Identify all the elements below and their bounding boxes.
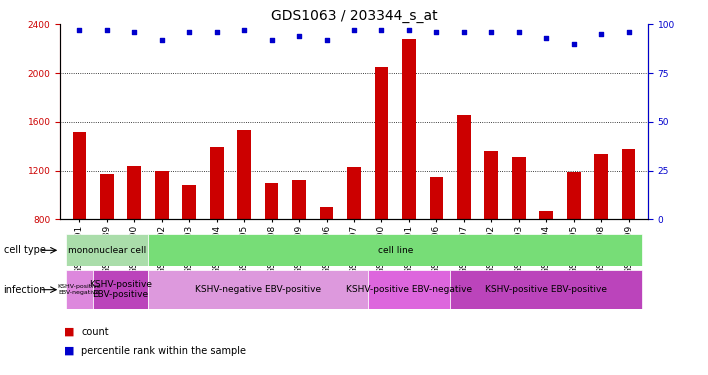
- Point: [568, 41, 579, 47]
- Bar: [367, 270, 450, 309]
- Point: [321, 37, 332, 43]
- Text: ■: ■: [64, 327, 74, 337]
- Text: ■: ■: [64, 346, 74, 355]
- Text: KSHV-positive EBV-negative: KSHV-positive EBV-negative: [346, 285, 472, 294]
- Point: [74, 27, 85, 33]
- Point: [156, 37, 168, 43]
- Text: GDS1063 / 203344_s_at: GDS1063 / 203344_s_at: [270, 9, 438, 23]
- Point: [293, 33, 304, 39]
- Text: cell type: cell type: [4, 245, 45, 255]
- Text: KSHV-positive
EBV-negative: KSHV-positive EBV-negative: [57, 284, 101, 295]
- Point: [266, 37, 278, 43]
- Text: KSHV-positive EBV-positive: KSHV-positive EBV-positive: [485, 285, 607, 294]
- Bar: [457, 115, 471, 219]
- Bar: [148, 270, 367, 309]
- Point: [430, 29, 442, 35]
- Bar: [567, 172, 581, 219]
- Point: [595, 31, 607, 37]
- Bar: [622, 149, 636, 219]
- Bar: [375, 67, 388, 219]
- Point: [513, 29, 525, 35]
- Bar: [539, 211, 553, 219]
- Text: percentile rank within the sample: percentile rank within the sample: [81, 346, 246, 355]
- Text: KSHV-negative EBV-positive: KSHV-negative EBV-positive: [195, 285, 321, 294]
- Point: [458, 29, 469, 35]
- Bar: [66, 234, 148, 266]
- Bar: [155, 171, 169, 219]
- Point: [540, 35, 552, 41]
- Text: count: count: [81, 327, 109, 337]
- Bar: [512, 157, 525, 219]
- Bar: [320, 207, 333, 219]
- Bar: [450, 270, 642, 309]
- Text: mononuclear cell: mononuclear cell: [68, 246, 146, 255]
- Bar: [292, 180, 306, 219]
- Text: KSHV-positive
EBV-positive: KSHV-positive EBV-positive: [89, 280, 152, 299]
- Bar: [265, 183, 278, 219]
- Text: infection: infection: [4, 285, 46, 295]
- Bar: [93, 270, 148, 309]
- Bar: [484, 151, 498, 219]
- Point: [129, 29, 140, 35]
- Bar: [100, 174, 114, 219]
- Bar: [72, 132, 86, 219]
- Point: [348, 27, 360, 33]
- Point: [183, 29, 195, 35]
- Bar: [127, 166, 141, 219]
- Point: [486, 29, 497, 35]
- Bar: [210, 147, 224, 219]
- Point: [239, 27, 250, 33]
- Text: cell line: cell line: [377, 246, 413, 255]
- Point: [404, 27, 415, 33]
- Bar: [347, 167, 361, 219]
- Point: [101, 27, 113, 33]
- Bar: [237, 130, 251, 219]
- Bar: [148, 234, 642, 266]
- Point: [376, 27, 387, 33]
- Bar: [183, 185, 196, 219]
- Bar: [402, 39, 416, 219]
- Bar: [594, 154, 608, 219]
- Bar: [430, 177, 443, 219]
- Point: [211, 29, 222, 35]
- Point: [623, 29, 634, 35]
- Bar: [66, 270, 93, 309]
